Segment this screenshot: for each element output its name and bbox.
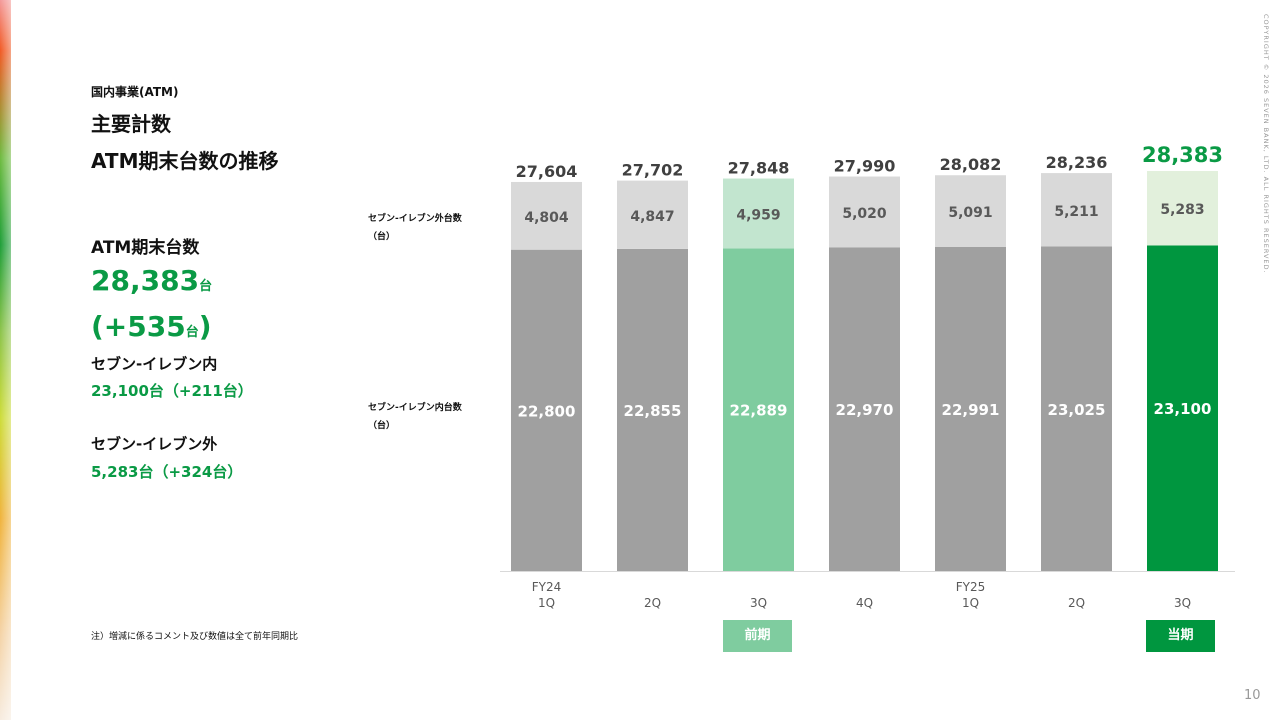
data-label-outside: 4,847 [630, 209, 674, 225]
x-tick-label-quarter: 4Q [856, 596, 873, 610]
x-tick-label-quarter: 1Q [962, 596, 979, 610]
bar-outside [1147, 171, 1218, 246]
x-tick-label-year: FY24 [532, 580, 562, 594]
bar-inside [617, 248, 688, 571]
data-label-total: 27,848 [728, 159, 790, 178]
bar-outside [511, 181, 582, 250]
bar-outside [829, 176, 900, 248]
summary-total-value: 28,383 [91, 264, 200, 297]
data-label-outside: 5,211 [1054, 204, 1098, 220]
x-tick-label-quarter: 2Q [1068, 596, 1085, 610]
x-tick-label-quarter: 2Q [644, 596, 661, 610]
data-label-total: 27,604 [516, 162, 578, 181]
data-label-outside: 4,804 [524, 210, 569, 226]
data-label-inside: 22,855 [624, 402, 682, 420]
data-label-total: 27,702 [622, 161, 684, 180]
bar-inside [935, 246, 1006, 572]
legend-outside-line1: セブン-イレブン外台数 [368, 214, 462, 224]
x-tick-label-quarter: 1Q [538, 596, 555, 610]
page-title: 主要計数 [91, 112, 171, 136]
bar-outside [617, 180, 688, 249]
data-label-inside: 23,100 [1154, 400, 1212, 418]
copyright-text: COPYRIGHT © 2026 SEVEN BANK, LTD. ALL RI… [1262, 14, 1270, 274]
data-label-outside: 5,020 [842, 206, 887, 222]
legend-outside-line2: （台） [368, 232, 396, 242]
data-label-inside: 22,889 [730, 402, 788, 420]
summary-heading: ATM期末台数 [91, 238, 200, 258]
section-label: 国内事業(ATM) [91, 85, 179, 99]
inside-heading: セブン-イレブン内 [91, 355, 218, 373]
data-label-inside: 22,970 [836, 401, 894, 419]
legend-inside-line1: セブン-イレブン内台数 [368, 403, 462, 413]
data-label-total: 28,383 [1142, 143, 1223, 167]
previous-period-label: 前期 [723, 620, 792, 652]
data-label-outside: 4,959 [736, 207, 780, 223]
decorative-gradient-strip [0, 0, 11, 720]
data-label-outside: 5,283 [1160, 202, 1204, 218]
page-subtitle: ATM期末台数の推移 [91, 149, 279, 173]
legend-inside: セブン-イレブン内台数 （台） [368, 399, 462, 435]
bar-inside [511, 249, 582, 571]
bar-outside [723, 178, 794, 249]
legend-outside: セブン-イレブン外台数 （台） [368, 210, 462, 246]
summary-change-value: (+535 [91, 310, 186, 343]
x-tick-label-quarter: 3Q [750, 596, 767, 610]
summary-total-unit: 台 [199, 279, 213, 294]
summary-total: 28,383台 [91, 264, 212, 297]
bar-outside [935, 175, 1006, 247]
x-tick-label-quarter: 3Q [1174, 596, 1191, 610]
x-tick-label-year: FY25 [956, 580, 986, 594]
data-label-total: 27,990 [834, 157, 896, 176]
bar-inside [723, 248, 794, 571]
data-label-total: 28,082 [940, 155, 1002, 174]
legend-inside-line2: （台） [368, 421, 396, 431]
current-period-label: 当期 [1146, 620, 1215, 652]
data-label-inside: 23,025 [1048, 401, 1106, 419]
page-number: 10 [1244, 688, 1261, 703]
summary-change-unit: 台 [185, 325, 199, 340]
summary-change-close: ) [198, 310, 212, 343]
bar-inside [1041, 246, 1112, 571]
data-label-inside: 22,800 [518, 402, 576, 420]
bar-inside [1147, 245, 1218, 572]
data-label-total: 28,236 [1046, 153, 1108, 172]
outside-heading: セブン-イレブン外 [91, 435, 218, 453]
outside-value: 5,283台（+324台） [91, 463, 243, 481]
inside-value: 23,100台（+211台） [91, 382, 253, 400]
data-label-outside: 5,091 [948, 205, 992, 221]
footnote: 注）増減に係るコメント及び数値は全て前年同期比 [91, 632, 299, 642]
bar-outside [1041, 173, 1112, 247]
bar-inside [829, 247, 900, 571]
summary-change: (+535台) [91, 310, 212, 343]
atm-stacked-bar-chart: 22,800 4,804 27,604 FY24 1Q 22,855 4,847 27,702… [500, 143, 1235, 610]
data-label-inside: 22,991 [942, 401, 1000, 419]
